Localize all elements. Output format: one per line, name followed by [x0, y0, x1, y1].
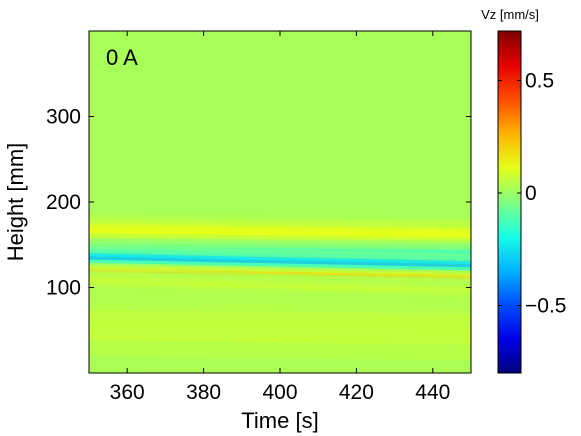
x-axis-label: Time [s]: [241, 408, 318, 433]
colorbar-axis: 0.5 0 −0.5: [498, 70, 566, 318]
y-tick-label: 300: [46, 106, 81, 129]
x-tick-label: 420: [339, 381, 374, 404]
heatmap-band-layer: [89, 237, 471, 251]
heatmap-band: [89, 272, 471, 373]
x-tick-label: 380: [186, 381, 221, 404]
colorbar-tick-label: −0.5: [525, 295, 566, 318]
colorbar-tick-label: 0.5: [525, 70, 554, 93]
colorbar-label: Vz [mm/s]: [481, 7, 539, 22]
colorbar: 0.5 0 −0.5 Vz [mm/s]: [481, 7, 566, 374]
heatmap-band-layer: [89, 245, 471, 262]
y-tick-label: 200: [46, 191, 81, 214]
colorbar-tick-label: 0: [525, 182, 537, 205]
heatmap-band-layer: [89, 272, 471, 314]
colorbar-gradient: [497, 30, 522, 374]
panel-label: 0 A: [106, 45, 138, 70]
heatmap-band-layer: [89, 264, 471, 276]
heatmap-band-layer: [89, 212, 471, 229]
x-tick-label: 440: [415, 381, 450, 404]
y-axis-label: Height [mm]: [3, 143, 28, 262]
y-axis: 100 200 300: [46, 106, 471, 300]
heatmap-band: [89, 245, 471, 274]
x-axis: 360 380 400 420 440: [110, 31, 450, 404]
heatmap-area: [88, 30, 472, 374]
x-tick-label: 400: [262, 381, 297, 404]
x-tick-label: 360: [110, 381, 145, 404]
y-tick-label: 100: [46, 277, 81, 300]
